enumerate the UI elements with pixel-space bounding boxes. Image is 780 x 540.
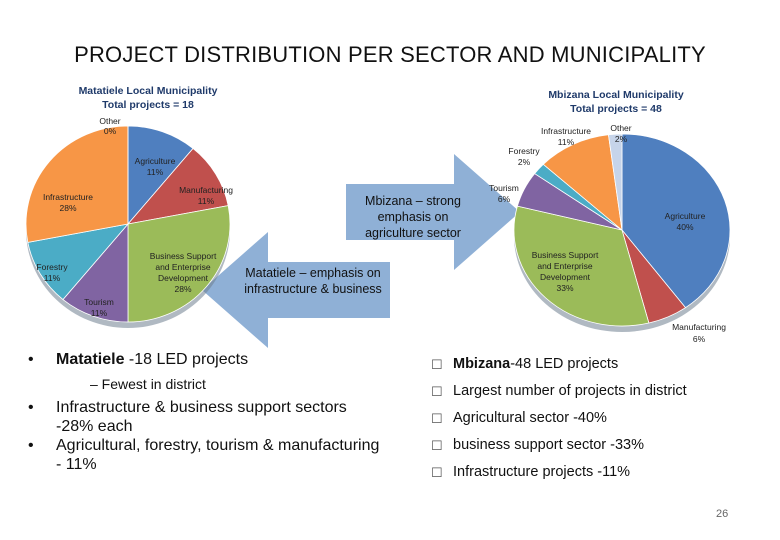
right-arrow bbox=[346, 154, 520, 270]
svg-text:Agriculture: Agriculture bbox=[135, 156, 176, 166]
svg-text:and Enterprise: and Enterprise bbox=[155, 262, 211, 272]
bullet-business-support: ☐ business support sector -33% bbox=[431, 436, 771, 463]
checkbox-bullet-icon: ☐ bbox=[431, 357, 443, 372]
mbizana-slice-agriculture bbox=[621, 133, 731, 309]
matatiele-label-business: Business Support and Enterprise Developm… bbox=[150, 251, 217, 294]
bullet-dot-icon: • bbox=[28, 351, 34, 368]
right-arrow-text: Mbizana – strong emphasis on agriculture… bbox=[365, 194, 461, 240]
svg-text:Infrastructure: Infrastructure bbox=[43, 192, 93, 202]
svg-text:Infrastructure: Infrastructure bbox=[541, 126, 591, 136]
bullet-infrastructure-text: Infrastructure & business support sector… bbox=[56, 399, 347, 435]
svg-text:Tourism: Tourism bbox=[489, 183, 519, 193]
svg-text:0%: 0% bbox=[104, 126, 117, 136]
mbizana-pie bbox=[513, 133, 731, 332]
matatiele-label-tourism: Tourism 11% bbox=[84, 297, 114, 318]
matatiele-slice-manufacturing bbox=[126, 147, 229, 225]
svg-text:Development: Development bbox=[540, 272, 591, 282]
svg-text:2%: 2% bbox=[615, 134, 628, 144]
mbizana-slice-infrastructure bbox=[542, 134, 623, 231]
svg-text:Tourism: Tourism bbox=[84, 297, 114, 307]
svg-text:Development: Development bbox=[158, 273, 209, 283]
checkbox-bullet-icon: ☐ bbox=[431, 465, 443, 480]
mbizana-label-business: Business Support and Enterprise Developm… bbox=[532, 250, 599, 293]
mbizana-label-agriculture: Agriculture 40% bbox=[665, 211, 706, 232]
matatiele-label-infrastructure: Infrastructure 28% bbox=[43, 192, 93, 213]
matatiele-label-other: Other 0% bbox=[99, 116, 120, 136]
matatiele-pie-subtitle: Total projects = 18 bbox=[102, 99, 194, 111]
svg-text:Business Support: Business Support bbox=[150, 251, 217, 261]
svg-text:11%: 11% bbox=[147, 167, 164, 177]
checkbox-bullet-icon: ☐ bbox=[431, 384, 443, 399]
bullet-matatiele-total: • Matatiele -18 LED projects bbox=[28, 350, 388, 369]
svg-text:Forestry: Forestry bbox=[36, 262, 68, 272]
svg-text:Other: Other bbox=[610, 123, 631, 133]
svg-text:11%: 11% bbox=[198, 196, 215, 206]
matatiele-slice-tourism bbox=[62, 222, 129, 323]
bullet-infrastructure: • Infrastructure & business support sect… bbox=[28, 398, 388, 436]
svg-text:11%: 11% bbox=[558, 137, 575, 147]
svg-text:28%: 28% bbox=[59, 203, 76, 213]
matatiele-label-agriculture: Agriculture 11% bbox=[135, 156, 176, 177]
svg-text:Manufacturing: Manufacturing bbox=[179, 185, 233, 195]
mbizana-bullets: ☐ Mbizana-48 LED projects ☐ Largest numb… bbox=[431, 355, 771, 490]
left-arrow-text: Matatiele – emphasis on infrastructure &… bbox=[244, 266, 382, 296]
mbizana-total: -48 LED projects bbox=[510, 356, 619, 372]
svg-text:11%: 11% bbox=[44, 273, 61, 283]
mbizana-label-forestry: Forestry 2% bbox=[508, 146, 540, 167]
svg-text:Forestry: Forestry bbox=[508, 146, 540, 156]
bullet-agricultural-sector-text: Agricultural sector -40% bbox=[453, 410, 607, 426]
mbizana-label-tourism: Tourism 6% bbox=[489, 183, 519, 204]
svg-text:6%: 6% bbox=[693, 334, 706, 344]
bullet-dot-icon: • bbox=[28, 437, 34, 454]
bullet-agricultural-sector: ☐ Agricultural sector -40% bbox=[431, 409, 771, 436]
bullet-infrastructure-projects: ☐ Infrastructure projects -11% bbox=[431, 463, 771, 490]
svg-text:Other: Other bbox=[99, 116, 120, 126]
mbizana-name: Mbizana bbox=[453, 356, 511, 372]
bullet-agricultural: • Agricultural, forestry, tourism & manu… bbox=[28, 436, 388, 474]
matatiele-slice-infrastructure bbox=[25, 125, 129, 243]
bullet-business-support-text: business support sector -33% bbox=[453, 437, 645, 453]
matatiele-slice-forestry bbox=[27, 223, 130, 301]
matatiele-label-forestry: Forestry 11% bbox=[36, 262, 68, 283]
svg-text:2%: 2% bbox=[518, 157, 531, 167]
mbizana-label-other: Other 2% bbox=[610, 123, 631, 144]
page-number: 26 bbox=[716, 508, 729, 520]
svg-text:6%: 6% bbox=[498, 194, 511, 204]
mbizana-label-manufacturing: Manufacturing 6% bbox=[672, 322, 726, 344]
mbizana-pie-title: Mbizana Local Municipality bbox=[548, 89, 684, 101]
checkbox-bullet-icon: ☐ bbox=[431, 438, 443, 453]
bullet-fewest: – Fewest in district bbox=[90, 376, 206, 392]
matatiele-bullets: • Matatiele -18 LED projects – Fewest in… bbox=[28, 350, 388, 474]
bullet-agricultural-text: Agricultural, forestry, tourism & manufa… bbox=[56, 437, 380, 473]
slide-title: PROJECT DISTRIBUTION PER SECTOR AND MUNI… bbox=[74, 42, 706, 67]
bullet-dot-icon: • bbox=[28, 399, 34, 416]
svg-text:11%: 11% bbox=[91, 308, 108, 318]
svg-text:Manufacturing: Manufacturing bbox=[672, 322, 726, 332]
svg-text:and Enterprise: and Enterprise bbox=[537, 261, 593, 271]
bullet-largest: ☐ Largest number of projects in district bbox=[431, 382, 771, 409]
matatiele-pie bbox=[25, 125, 231, 328]
svg-text:33%: 33% bbox=[556, 283, 573, 293]
left-arrow bbox=[202, 232, 390, 348]
matatiele-slice-agriculture bbox=[127, 125, 194, 226]
mbizana-slice-other bbox=[608, 133, 623, 231]
matatiele-name: Matatiele bbox=[56, 351, 125, 368]
svg-text:Business Support: Business Support bbox=[532, 250, 599, 260]
matatiele-label-manufacturing: Manufacturing 11% bbox=[179, 185, 233, 206]
mbizana-pie-subtitle: Total projects = 48 bbox=[570, 103, 662, 115]
mbizana-slice-business bbox=[513, 205, 650, 327]
svg-text:40%: 40% bbox=[676, 222, 693, 232]
checkbox-bullet-icon: ☐ bbox=[431, 411, 443, 426]
matatiele-total: -18 LED projects bbox=[124, 351, 249, 368]
svg-text:Agriculture: Agriculture bbox=[665, 211, 706, 221]
matatiele-slice-business bbox=[127, 205, 231, 323]
mbizana-label-infrastructure: Infrastructure 11% bbox=[541, 126, 591, 147]
bullet-mbizana-total: ☐ Mbizana-48 LED projects bbox=[431, 355, 771, 382]
bullet-largest-text: Largest number of projects in district bbox=[453, 383, 687, 399]
svg-text:28%: 28% bbox=[174, 284, 191, 294]
matatiele-pie-title: Matatiele Local Municipality bbox=[79, 85, 218, 97]
bullet-infrastructure-projects-text: Infrastructure projects -11% bbox=[453, 464, 631, 480]
